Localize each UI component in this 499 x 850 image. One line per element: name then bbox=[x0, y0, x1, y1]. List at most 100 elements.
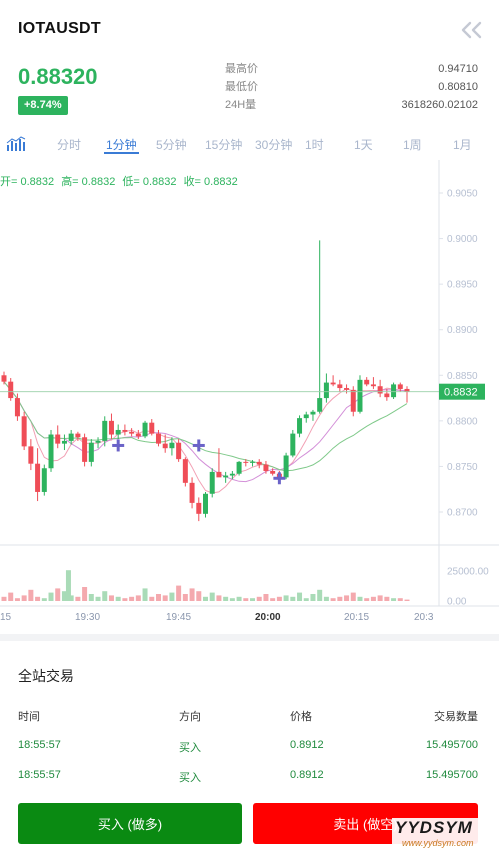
volume-bar bbox=[135, 595, 141, 601]
double-chevron-left-icon[interactable] bbox=[459, 21, 485, 39]
candle bbox=[41, 464, 47, 496]
candle-body bbox=[95, 440, 101, 443]
candle-body bbox=[162, 443, 168, 449]
candle bbox=[310, 409, 316, 421]
chart-axes: 0.9050 0.9000 0.8950 0.8900 0.8850 0.8800 0.87… bbox=[0, 189, 489, 623]
marker-v bbox=[197, 439, 201, 452]
candle bbox=[28, 439, 34, 471]
tab-15min[interactable]: 15分钟 bbox=[205, 138, 243, 152]
volume-bar bbox=[236, 596, 242, 601]
volume-bar bbox=[155, 594, 161, 601]
candle bbox=[82, 433, 88, 467]
tab-5min[interactable]: 5分钟 bbox=[156, 138, 187, 152]
volume-bar bbox=[350, 592, 356, 601]
ohlc-close: 收= 0.8832 bbox=[183, 176, 238, 188]
bar-chart-icon[interactable] bbox=[6, 136, 26, 152]
candlestick-chart[interactable]: 0.9050 0.9000 0.8950 0.8900 0.8850 0.8800 0.87… bbox=[0, 157, 499, 627]
candle bbox=[55, 425, 61, 449]
tab-1min[interactable]: 1分钟 bbox=[106, 138, 137, 152]
buy-long-button[interactable]: 买入 (做多) bbox=[18, 803, 242, 844]
stat-value: 0.94710 bbox=[438, 63, 478, 75]
candle-body bbox=[357, 379, 363, 412]
volume-bar bbox=[243, 598, 249, 601]
candle bbox=[223, 471, 229, 483]
price-axis-label: 0.8700 bbox=[447, 508, 478, 519]
tab-1day[interactable]: 1天 bbox=[354, 138, 373, 152]
tab-30min[interactable]: 30分钟 bbox=[255, 138, 293, 152]
candle-body bbox=[196, 502, 202, 514]
volume-axis-label: 0.00 bbox=[447, 597, 467, 608]
candle-body bbox=[364, 379, 370, 385]
volume-bar bbox=[370, 596, 376, 601]
candle-body bbox=[323, 382, 329, 399]
stat-volume: 24H量 3618260.02102 bbox=[225, 96, 478, 114]
volume-bar bbox=[310, 594, 316, 601]
stat-label: 24H量 bbox=[225, 99, 257, 111]
volume-bar bbox=[14, 598, 20, 601]
volume-bar bbox=[276, 596, 282, 601]
volume-bar bbox=[250, 598, 256, 601]
volume-bar bbox=[1, 596, 7, 601]
tab-1hour[interactable]: 1时 bbox=[305, 138, 324, 152]
candle bbox=[290, 429, 296, 458]
volume-bar bbox=[149, 596, 155, 601]
candle-body bbox=[330, 382, 336, 385]
candle bbox=[102, 416, 108, 447]
trade-markers bbox=[112, 439, 286, 485]
price-axis-label: 0.9000 bbox=[447, 234, 478, 245]
header-price: 价格 bbox=[290, 711, 312, 723]
trade-price: 0.8912 bbox=[290, 739, 324, 751]
candle bbox=[88, 439, 94, 467]
watermark-url: www.yydsym.com bbox=[402, 838, 474, 848]
candle-body bbox=[223, 475, 229, 478]
candle-body bbox=[297, 418, 303, 434]
candle bbox=[364, 377, 370, 387]
volume-bar bbox=[182, 594, 188, 601]
candle bbox=[1, 371, 7, 385]
candle-body bbox=[8, 381, 14, 399]
header-direction: 方向 bbox=[179, 711, 201, 723]
volume-bar bbox=[102, 591, 108, 601]
volume-bar bbox=[108, 595, 114, 601]
candles bbox=[1, 240, 410, 522]
candle bbox=[330, 375, 336, 387]
candle-body bbox=[21, 416, 27, 447]
volume-bar bbox=[297, 592, 303, 601]
candle-body bbox=[182, 459, 188, 483]
candle-body bbox=[149, 422, 155, 434]
volume-bar bbox=[270, 598, 276, 601]
candle bbox=[129, 428, 135, 437]
candle-body bbox=[404, 388, 410, 392]
candle bbox=[149, 419, 155, 436]
volume-bar bbox=[216, 595, 222, 601]
time-axis-label: 20:15 bbox=[344, 612, 369, 623]
price-axis-label: 0.8850 bbox=[447, 371, 478, 382]
candle bbox=[182, 457, 188, 487]
timeframe-tabs: 分时 1分钟 5分钟 15分钟 30分钟 1时 1天 1周 1月 bbox=[0, 132, 499, 156]
volume-bar bbox=[82, 587, 88, 601]
tab-1week[interactable]: 1周 bbox=[403, 138, 422, 152]
volume-bar bbox=[8, 592, 14, 601]
volume-bar bbox=[65, 570, 71, 601]
candle-body bbox=[250, 461, 256, 463]
volume-bar bbox=[75, 596, 81, 601]
volume-bar bbox=[203, 596, 208, 601]
current-price-tag bbox=[439, 383, 485, 400]
ohlc-low: 低= 0.8832 bbox=[122, 176, 177, 188]
volume-bar bbox=[404, 599, 410, 601]
candle bbox=[357, 375, 363, 414]
candle-body bbox=[169, 442, 175, 449]
volume-bar bbox=[122, 598, 128, 601]
tab-1month[interactable]: 1月 bbox=[453, 138, 472, 152]
candle bbox=[61, 434, 67, 451]
candle bbox=[95, 437, 101, 449]
candle-body bbox=[303, 414, 309, 419]
header-time: 时间 bbox=[18, 711, 40, 723]
candle bbox=[122, 424, 128, 436]
candle bbox=[404, 386, 410, 403]
tab-timeshare[interactable]: 分时 bbox=[57, 138, 82, 152]
candle-body bbox=[290, 433, 296, 456]
volume-bar bbox=[391, 598, 397, 601]
candle-body bbox=[317, 398, 323, 412]
price-axis-label: 0.8800 bbox=[447, 416, 478, 427]
